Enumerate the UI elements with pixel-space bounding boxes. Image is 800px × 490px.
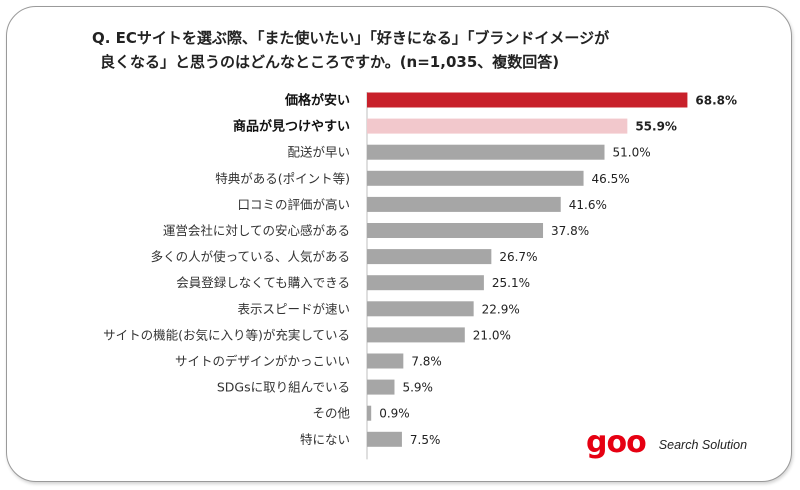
category-label: サイトのデザインがかっこいい (175, 354, 350, 369)
bar (367, 92, 688, 108)
value-label: 7.5% (410, 433, 441, 447)
goo-logo: goo (586, 425, 647, 460)
category-label: 価格が安い (284, 93, 350, 109)
chart-title: Q. ECサイトを選ぶ際、「また使いたい」「好きになる」「ブランドイメージが 良… (92, 26, 712, 74)
brand-subtitle: Search Solution (658, 438, 748, 452)
chart-frame (6, 6, 792, 482)
value-label: 41.6% (569, 198, 607, 212)
bar (367, 118, 628, 134)
bar (367, 223, 544, 238)
value-label: 37.8% (551, 224, 589, 238)
value-label: 5.9% (402, 381, 433, 395)
category-label: サイトの機能(お気に入り等)が充実している (103, 327, 350, 342)
value-label: 51.0% (613, 146, 651, 160)
category-label: 会員登録しなくても購入できる (176, 275, 350, 290)
value-label: 0.9% (379, 407, 410, 421)
bar (367, 249, 492, 265)
value-label: 55.9% (635, 120, 677, 134)
category-label: 特典がある(ポイント等) (215, 171, 350, 186)
value-label: 26.7% (499, 250, 537, 264)
category-label: 口コミの評価が高い (237, 197, 350, 212)
category-label: 表示スピードが速い (237, 301, 350, 316)
value-label: 22.9% (482, 302, 520, 316)
value-label: 25.1% (492, 276, 530, 290)
value-label: 7.8% (411, 355, 442, 369)
category-label: 多くの人が使っている、人気がある (151, 249, 350, 264)
category-label: 配送が早い (287, 145, 350, 160)
category-label: 特にない (300, 432, 350, 447)
bar (367, 405, 372, 421)
category-label: その他 (312, 406, 350, 421)
value-label: 46.5% (592, 172, 630, 186)
bar (367, 144, 605, 160)
bar (367, 196, 561, 212)
bar (367, 327, 465, 343)
chart-title-line-1: Q. ECサイトを選ぶ際、「また使いたい」「好きになる」「ブランドイメージが (92, 29, 610, 47)
bar (367, 275, 484, 291)
category-label: 商品が見つけやすい (233, 119, 350, 135)
brand-logo: goo Search Solution (586, 428, 747, 458)
bar (367, 301, 474, 317)
category-label: SDGsに取り組んでいる (217, 380, 350, 395)
value-label: 21.0% (473, 328, 511, 342)
bar (367, 353, 404, 369)
chart-title-line-2: 良くなる」と思うのはどんなところですか。(n=1,035、複数回答) (100, 53, 560, 71)
category-label: 運営会社に対しての安心感がある (163, 223, 350, 238)
bar (367, 431, 402, 447)
bar (367, 170, 584, 186)
bar (367, 379, 395, 395)
value-label: 68.8% (695, 94, 737, 108)
